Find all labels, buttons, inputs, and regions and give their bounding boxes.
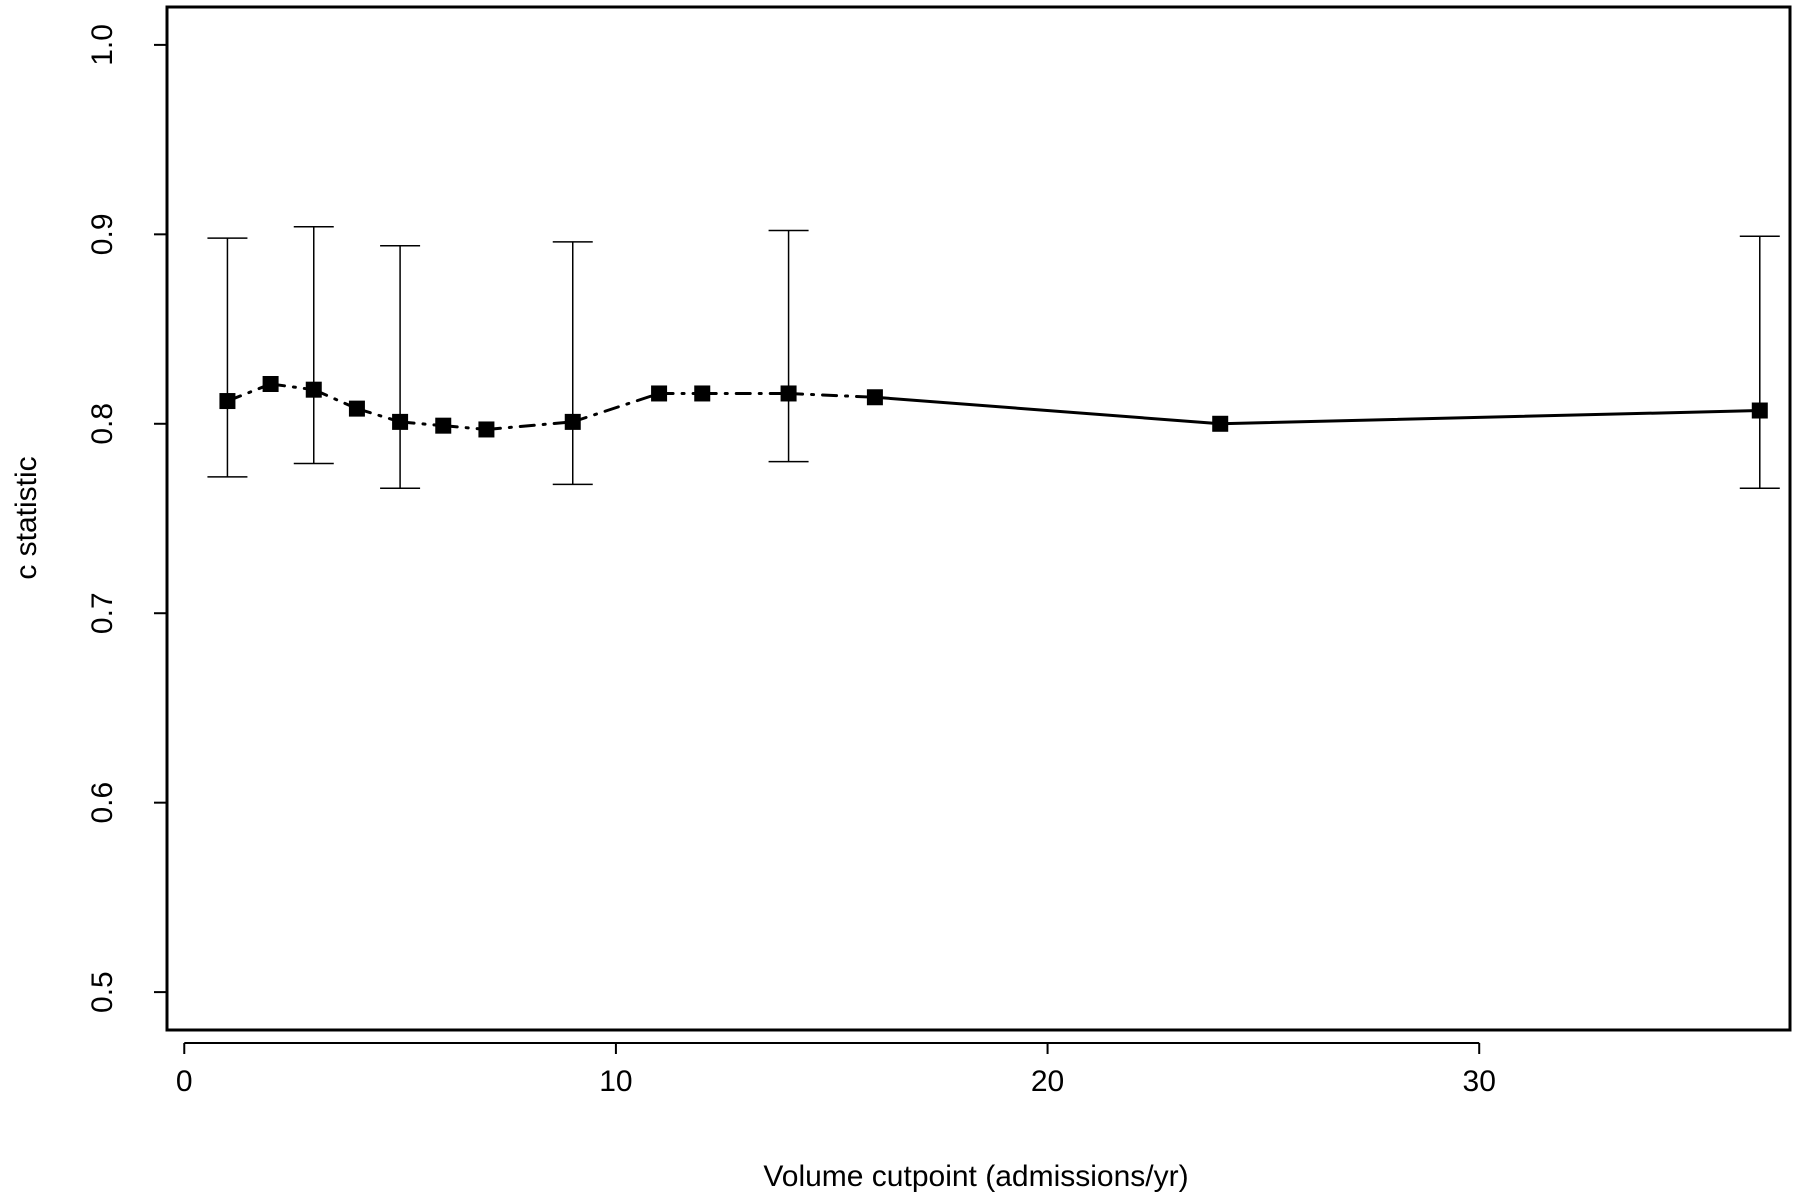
data-points — [219, 375, 1768, 438]
x-tick-label: 10 — [599, 1065, 632, 1098]
data-point — [478, 421, 495, 438]
data-point — [1212, 415, 1229, 432]
y-tick-label: 0.5 — [86, 971, 119, 1013]
series-segment — [484, 420, 575, 431]
series-segment — [571, 391, 661, 424]
data-point — [435, 417, 452, 434]
error-bars — [207, 226, 1780, 489]
series-segment — [1218, 409, 1762, 426]
y-axis-label: c statistic — [10, 456, 43, 579]
x-tick-label: 0 — [176, 1065, 193, 1098]
plot-frame — [165, 5, 1792, 1032]
data-point — [564, 413, 581, 430]
data-point — [219, 393, 236, 410]
x-axis-label: Volume cutpoint (admissions/yr) — [763, 1160, 1188, 1193]
data-point — [780, 385, 797, 402]
data-point — [1751, 402, 1768, 419]
y-axis: 0.5 0.6 0.7 0.8 0.9 1.0 — [86, 24, 168, 1013]
series-segment — [873, 395, 1222, 426]
data-point — [651, 385, 668, 402]
series-line — [225, 382, 1762, 431]
x-tick-label: 20 — [1031, 1065, 1064, 1098]
series-segment — [787, 391, 877, 399]
y-tick-label: 1.0 — [86, 24, 119, 66]
y-tick-label: 0.6 — [86, 782, 119, 824]
data-point — [866, 389, 883, 406]
y-tick-label: 0.8 — [86, 403, 119, 445]
x-tick-label: 30 — [1463, 1065, 1496, 1098]
data-point — [348, 400, 365, 417]
y-tick-label: 0.9 — [86, 213, 119, 255]
y-tick-label: 0.7 — [86, 592, 119, 634]
x-axis: 0 10 20 30 — [176, 1042, 1496, 1098]
data-point — [392, 413, 409, 430]
data-point — [262, 375, 279, 392]
data-point — [305, 381, 322, 398]
data-point — [694, 385, 711, 402]
